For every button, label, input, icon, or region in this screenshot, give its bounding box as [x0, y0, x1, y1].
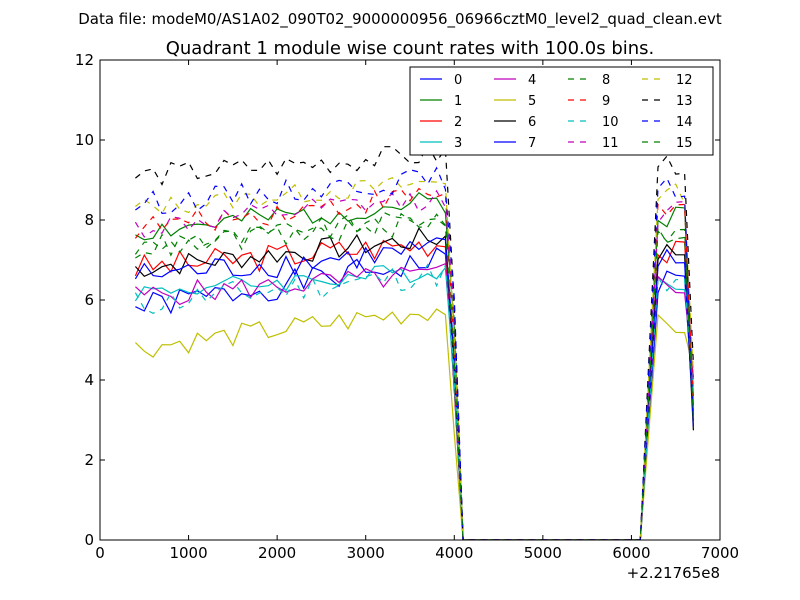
x-tick-label: 5000 [524, 544, 562, 562]
x-tick-label: 7000 [701, 544, 739, 562]
legend-label-7: 7 [528, 136, 536, 151]
series-line-5 [134, 308, 694, 540]
y-tick-label: 4 [84, 371, 94, 389]
x-tick-label: 3000 [347, 544, 385, 562]
legend-label-2: 2 [454, 115, 462, 130]
legend-label-10: 10 [602, 115, 619, 130]
legend-label-11: 11 [602, 136, 619, 151]
y-tick-label: 10 [75, 131, 94, 149]
legend-label-1: 1 [454, 94, 462, 109]
x-tick-label: 1000 [169, 544, 207, 562]
chart-suptitle: Data file: modeM0/AS1A02_090T02_90000009… [78, 10, 722, 29]
legend-label-14: 14 [676, 115, 693, 130]
y-tick-label: 0 [84, 531, 94, 549]
x-offset-label: +2.21765e8 [627, 564, 720, 582]
series-line-15 [135, 212, 694, 540]
legend-label-0: 0 [454, 73, 462, 88]
series-lines [134, 143, 694, 540]
y-tick-label: 2 [84, 451, 94, 469]
legend-label-12: 12 [676, 73, 693, 88]
series-line-13 [135, 143, 694, 540]
x-tick-label: 4000 [435, 544, 473, 562]
x-tick-label: 2000 [258, 544, 296, 562]
legend-label-15: 15 [676, 136, 693, 151]
legend-label-6: 6 [528, 115, 536, 130]
y-tick-label: 12 [75, 51, 94, 69]
legend-frame [409, 66, 714, 156]
x-tick-label: 0 [95, 544, 105, 562]
series-line-12 [135, 176, 694, 540]
x-tick-label: 6000 [612, 544, 650, 562]
chart-title: Quadrant 1 module wise count rates with … [166, 38, 655, 59]
legend-label-13: 13 [676, 94, 693, 109]
y-tick-label: 8 [84, 211, 94, 229]
legend-label-8: 8 [602, 73, 610, 88]
series-line-3 [134, 265, 694, 540]
y-tick-label: 6 [84, 291, 94, 309]
series-line-1 [135, 191, 694, 540]
series-line-7 [134, 237, 694, 540]
legend-label-4: 4 [528, 73, 536, 88]
legend-label-5: 5 [528, 94, 536, 109]
series-line-10 [134, 263, 694, 540]
legend-label-9: 9 [602, 94, 610, 109]
legend-label-3: 3 [454, 136, 462, 151]
